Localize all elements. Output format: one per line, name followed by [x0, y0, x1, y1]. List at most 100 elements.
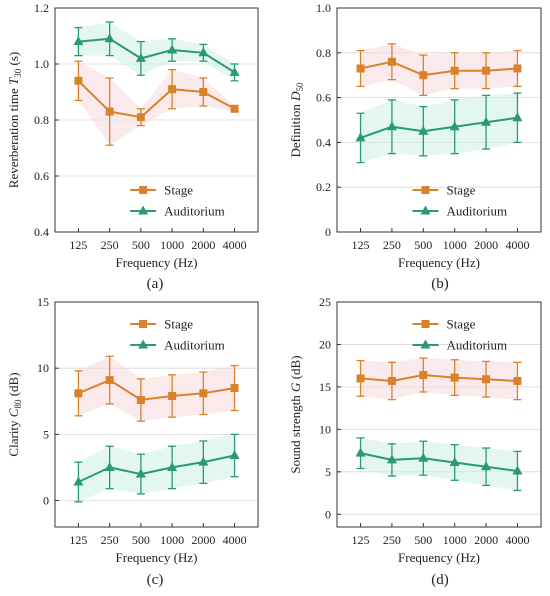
- y-axis-label: Reverberation time T30 (s): [6, 52, 23, 188]
- data-point-stage: [450, 373, 459, 382]
- legend-label-stage: Stage: [446, 317, 475, 332]
- x-tick-label: 125: [352, 533, 370, 547]
- x-tick-label: 1000: [443, 533, 467, 547]
- data-point-stage: [105, 376, 114, 385]
- y-tick-label: 0: [325, 507, 331, 521]
- x-tick-label: 2000: [191, 238, 215, 252]
- data-point-auditorium: [229, 66, 240, 76]
- data-point-stage: [482, 66, 491, 75]
- panel-label: (b): [431, 276, 449, 292]
- x-tick-label: 250: [383, 238, 401, 252]
- data-point-stage: [230, 384, 239, 393]
- legend-marker-stage: [421, 320, 430, 328]
- data-point-auditorium: [104, 33, 115, 43]
- data-point-stage: [168, 391, 177, 400]
- y-tick-label: 1.2: [34, 1, 49, 15]
- y-tick-label: 0.4: [34, 225, 49, 239]
- legend: Stage Auditorium: [130, 183, 225, 219]
- panel-label: (a): [147, 276, 164, 292]
- panel-label: (d): [431, 572, 449, 588]
- error-band-stage: [360, 358, 518, 400]
- data-point-auditorium: [355, 447, 366, 457]
- data-point-stage: [74, 389, 83, 398]
- legend-marker-auditorium: [420, 339, 431, 349]
- data-point-auditorium: [135, 52, 146, 62]
- x-tick-label: 500: [414, 533, 432, 547]
- plot-frame: [336, 301, 542, 528]
- series-line-stage: [78, 378, 235, 401]
- y-tick-label: 0.2: [316, 180, 331, 194]
- x-tick-label: 250: [383, 533, 401, 547]
- series-line-auditorium: [360, 116, 518, 139]
- y-axis-label: Definition D50: [288, 82, 305, 158]
- x-tick-label: 1000: [443, 238, 467, 252]
- x-tick-label: 125: [69, 533, 87, 547]
- y-tick-label: 1.0: [316, 1, 331, 15]
- data-point-auditorium: [73, 36, 84, 46]
- x-tick-label: 500: [414, 238, 432, 252]
- x-tick-label: 2000: [474, 238, 498, 252]
- data-point-auditorium: [198, 47, 209, 57]
- y-tick-label: 0.6: [34, 169, 49, 183]
- series-line-stage: [360, 373, 518, 383]
- y-tick-label: 10: [319, 422, 331, 436]
- y-tick-label: 15: [37, 295, 49, 309]
- x-tick-label: 125: [69, 238, 87, 252]
- x-tick-label: 500: [132, 533, 150, 547]
- plot-frame: [54, 301, 259, 528]
- y-axis-label: Clarity C80 (dB): [6, 372, 23, 456]
- y-tick-label: 10: [37, 361, 49, 375]
- x-tick-label: 2000: [191, 533, 215, 547]
- series-line-auditorium: [78, 37, 236, 74]
- legend-marker-stage: [421, 186, 430, 194]
- y-tick-label: 15: [319, 380, 331, 394]
- data-point-auditorium: [198, 456, 209, 466]
- data-point-stage: [199, 389, 208, 398]
- legend-label-auditorium: Auditorium: [164, 338, 225, 353]
- legend-label-stage: Stage: [446, 183, 475, 198]
- series-line-auditorium: [77, 454, 235, 483]
- data-point-auditorium: [418, 452, 429, 462]
- x-tick-label: 4000: [505, 533, 529, 547]
- legend-label-auditorium: Auditorium: [446, 204, 507, 219]
- data-point-auditorium: [512, 465, 523, 475]
- legend-marker-stage: [139, 186, 148, 194]
- x-tick-label: 4000: [505, 238, 529, 252]
- data-point-stage: [356, 64, 365, 73]
- series-line-auditorium: [360, 452, 518, 472]
- error-band-stage: [78, 356, 235, 422]
- data-point-stage: [199, 88, 208, 96]
- x-tick-label: 4000: [223, 238, 247, 252]
- data-point-auditorium: [481, 461, 492, 471]
- data-point-stage: [230, 104, 239, 113]
- legend-label-auditorium: Auditorium: [446, 338, 507, 353]
- error-band-auditorium: [78, 434, 235, 502]
- error-band-auditorium: [78, 22, 235, 81]
- data-point-auditorium: [355, 132, 366, 142]
- data-point-stage: [482, 375, 491, 384]
- x-tick-label: 250: [101, 238, 119, 252]
- error-band-stage: [360, 43, 518, 96]
- y-tick-label: 1.0: [34, 57, 49, 71]
- error-band-auditorium: [360, 437, 518, 491]
- x-axis-label: Frequency (Hz): [116, 255, 198, 270]
- data-point-stage: [356, 374, 365, 383]
- y-axis-label: Sound strength G (dB): [288, 355, 303, 473]
- x-axis-label: Frequency (Hz): [116, 550, 198, 565]
- data-point-auditorium: [167, 461, 178, 471]
- y-tick-label: 5: [325, 465, 331, 479]
- legend-label-stage: Stage: [164, 183, 193, 198]
- data-point-auditorium: [449, 456, 460, 466]
- x-tick-label: 2000: [474, 533, 498, 547]
- data-point-stage: [168, 85, 177, 94]
- data-point-auditorium: [512, 112, 523, 122]
- y-tick-label: 25: [319, 295, 331, 309]
- series-line-stage: [77, 80, 236, 119]
- data-point-auditorium: [449, 121, 460, 131]
- x-tick-label: 125: [352, 238, 370, 252]
- y-tick-label: 20: [319, 337, 331, 351]
- x-tick-label: 250: [101, 533, 119, 547]
- plot-frame: [336, 7, 542, 233]
- data-point-stage: [387, 57, 396, 66]
